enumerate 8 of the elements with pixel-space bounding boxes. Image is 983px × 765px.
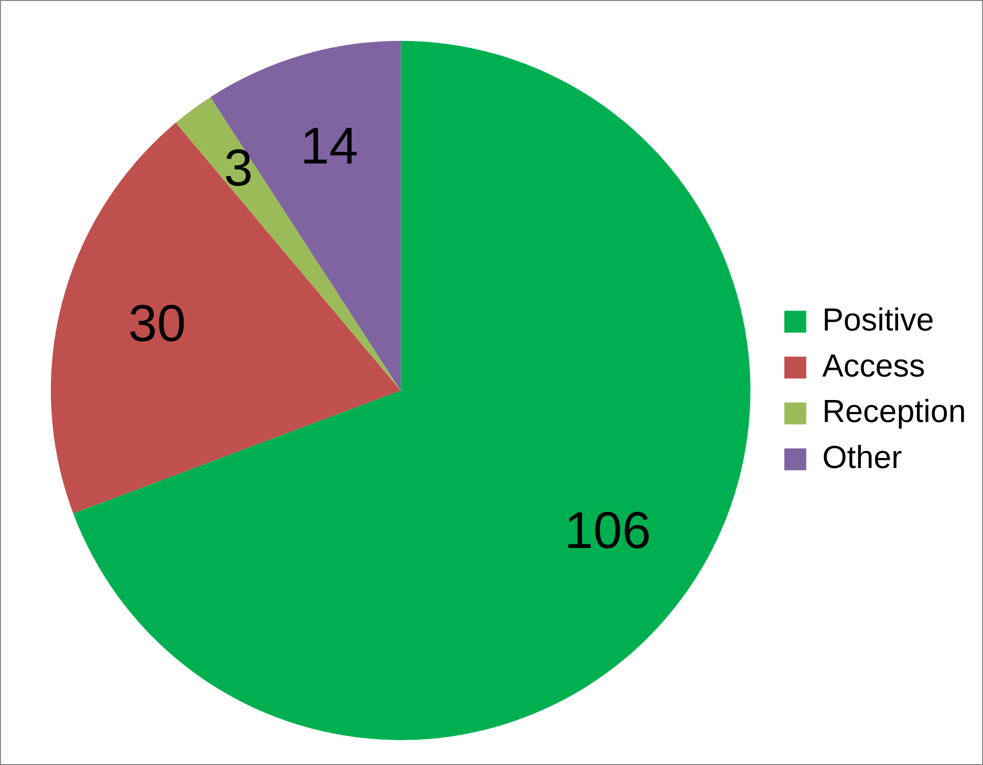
data-label: 3 (224, 138, 253, 197)
legend-label: Other (822, 439, 902, 476)
data-label: 30 (128, 294, 186, 352)
legend-label: Access (822, 347, 926, 384)
legend-label: Reception (822, 393, 966, 430)
data-label: 106 (564, 501, 651, 560)
legend-label: Positive (822, 301, 934, 338)
data-label: 14 (300, 116, 358, 174)
